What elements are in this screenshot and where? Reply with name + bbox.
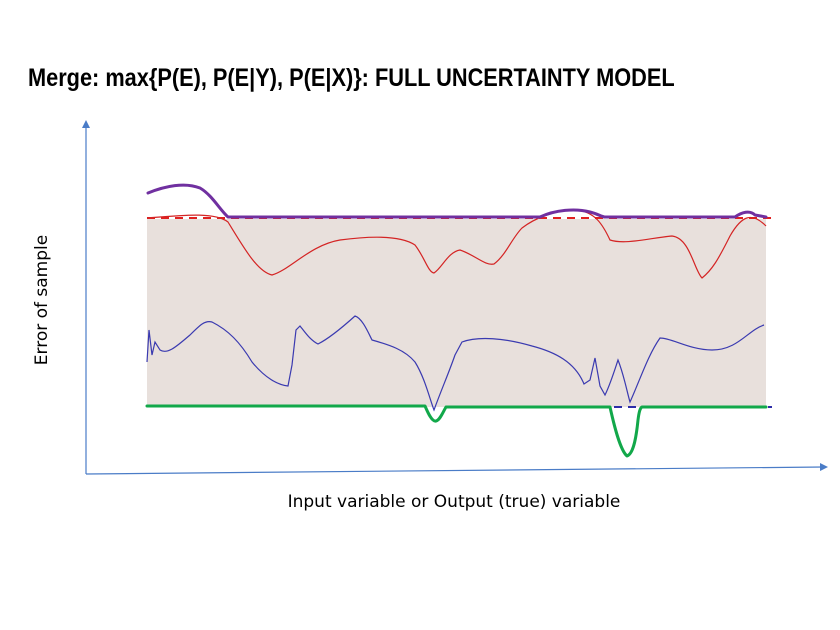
blue-error-curve — [146, 315, 765, 412]
x-axis — [85, 463, 828, 475]
lower-envelope-line — [145, 404, 768, 458]
uncertainty-band — [147, 219, 766, 407]
slide-title: Merge: max{P(E), P(E|Y), P(E|X)}: FULL U… — [28, 64, 675, 92]
y-axis-label: Error of sample — [32, 234, 52, 366]
upper-envelope-line — [146, 183, 768, 219]
red-error-curve — [146, 209, 767, 279]
x-axis-label: Input variable or Output (true) variable — [287, 492, 621, 512]
